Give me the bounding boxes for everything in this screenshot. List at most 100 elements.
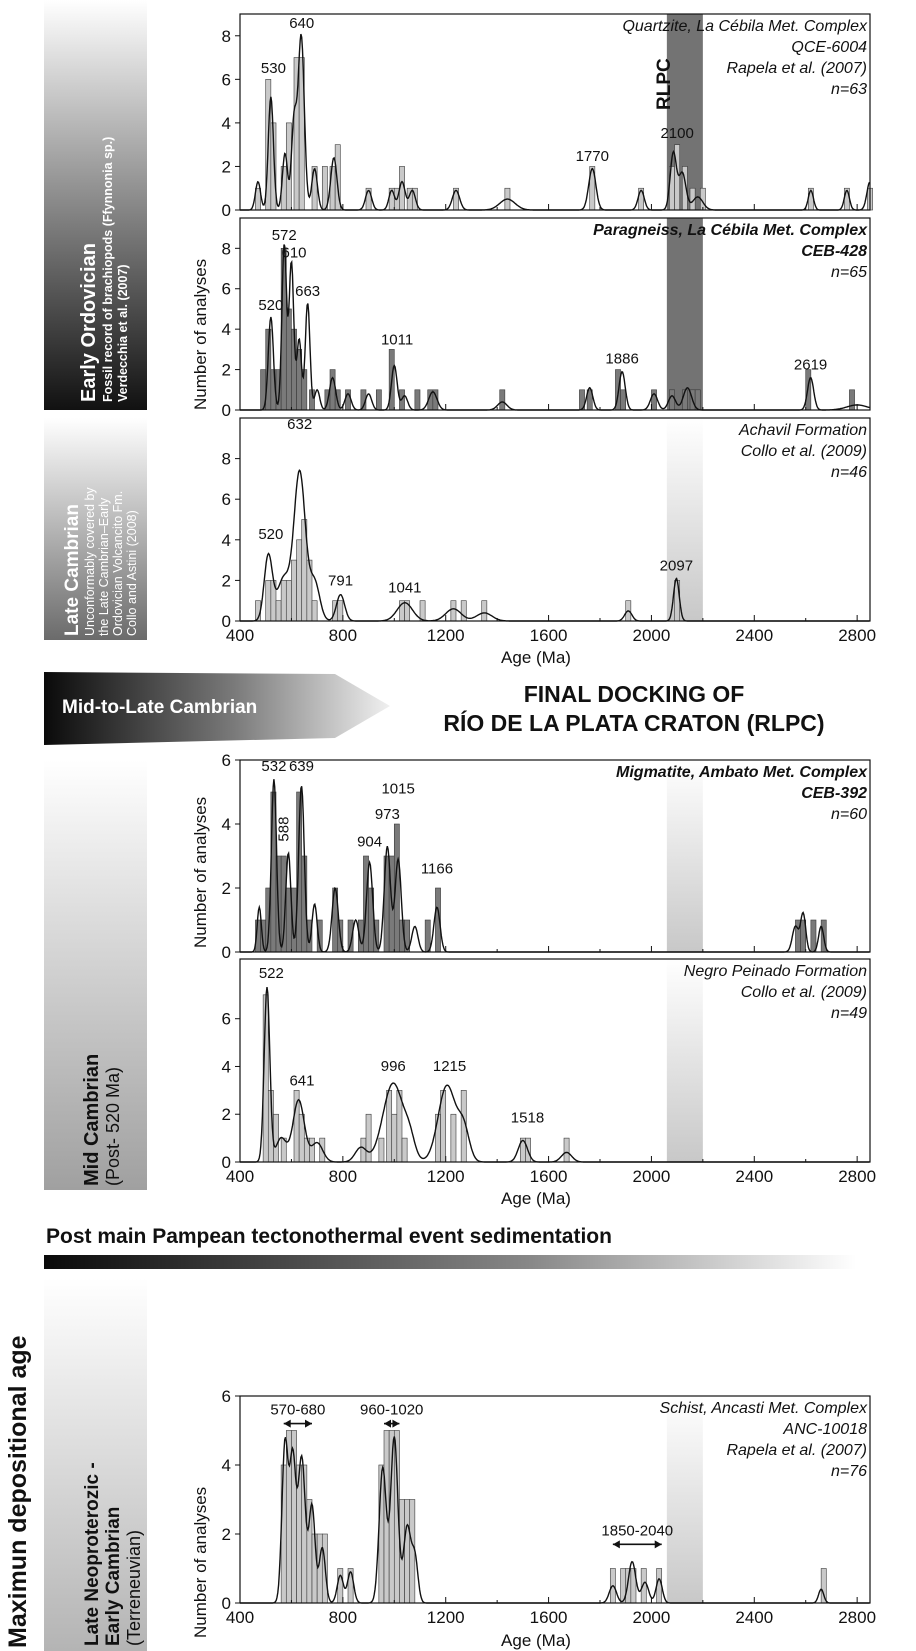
range-arrow-head-left: [283, 1419, 291, 1428]
peak-label: 973: [375, 806, 400, 823]
peak-label: 632: [287, 416, 312, 433]
histogram-bar: [625, 1568, 632, 1604]
sample-label-line: n=76: [831, 1463, 867, 1480]
peak-label: 572: [272, 227, 297, 244]
panel-4: 0 2 4 6 Migmatite, Ambato Met. Complex CEB-39…: [222, 751, 871, 962]
range-arrow-head-left: [612, 1540, 620, 1549]
y-tick-label: 0: [222, 401, 231, 420]
x-tick-label: 400: [226, 1608, 254, 1627]
x-tick-label: 1600: [530, 1167, 568, 1186]
rlpc-band: [666, 1396, 703, 1603]
x-tick-label: 1200: [427, 626, 465, 645]
late-neoproterozoic-box: [44, 1278, 147, 1651]
peak-label: 2619: [794, 357, 827, 374]
range-arrow-head-right: [392, 1419, 400, 1428]
x-tick-label: 2000: [633, 1608, 671, 1627]
plot-frame: [239, 217, 871, 411]
y-tick-label: 2: [222, 157, 231, 176]
x-tick-label: 1200: [427, 1167, 465, 1186]
x-tick-label: 800: [329, 1167, 357, 1186]
late-neoproterozoic-label: Late Neoproterozic - Early Cambrian (Ter…: [82, 1462, 144, 1646]
y-tick-label: 4: [222, 1057, 231, 1076]
range-label: 1850-2040: [601, 1522, 673, 1539]
plot-frame: [239, 958, 871, 1163]
probability-density-curve: [240, 987, 870, 1163]
range-label: 960-1020: [360, 1402, 423, 1419]
histogram-bar: [273, 1113, 279, 1163]
sample-label-line: n=63: [831, 81, 867, 98]
y-axis-title-3: Number of analyses: [191, 1487, 210, 1638]
histogram-bar: [285, 308, 292, 411]
late-cambrian-note-1: Unconformably covered by: [83, 487, 97, 636]
sample-label-line: Rapela et al. (2007): [726, 1442, 867, 1459]
mid-cambrian-note: (Post- 520 Ma): [103, 1067, 123, 1186]
sample-label-line: Collo et al. (2009): [741, 443, 867, 460]
x-tick-label: 400: [226, 626, 254, 645]
histogram-bar: [435, 1113, 441, 1163]
x-axis-title-2: Age (Ma): [501, 1189, 571, 1208]
panel-2: 0 2 4 6 8 Paragneiss, La Cébila Met. Complex C…: [222, 217, 871, 420]
early-ordovician-note: Fossil record of brachiopods (Ffynnonia …: [101, 137, 115, 402]
histogram-bar: [345, 389, 351, 411]
histogram-bar: [481, 600, 488, 622]
peak-label: 640: [289, 15, 314, 32]
sample-label-line: QCE-6004: [791, 39, 867, 56]
early-ordovician-label: Early Ordovician Fossil record of brachi…: [78, 137, 130, 402]
y-tick-label: 4: [222, 531, 231, 550]
docking-title-1: FINAL DOCKING OF: [524, 681, 745, 707]
plot-frame: [239, 759, 871, 953]
y-tick-label: 2: [222, 1105, 231, 1124]
late-neo-note: (Terreneuvian): [124, 1530, 144, 1646]
y-tick-label: 0: [222, 1153, 231, 1172]
y-tick-label: 0: [222, 612, 231, 631]
range-arrow-head-right: [305, 1419, 312, 1428]
y-tick-label: 8: [222, 239, 231, 258]
x-tick-label: 1600: [530, 1608, 568, 1627]
histogram-bar: [401, 1137, 408, 1163]
range-arrow-head-right: [654, 1540, 662, 1549]
histogram-bar: [409, 1499, 416, 1604]
x-tick-label: 2800: [838, 1608, 876, 1627]
peak-label: 1011: [381, 331, 413, 348]
early-ordovician-title: Early Ordovician: [78, 243, 100, 402]
panel-1: 0 2 4 6 8 Quartzite, La Cébila Met. Complex QC…: [222, 13, 873, 220]
histogram-bar: [651, 389, 657, 411]
rlpc-label: RLPC: [654, 58, 675, 110]
x-tick-label: 800: [329, 1608, 357, 1627]
x-tick-label: 1200: [427, 1608, 465, 1627]
post-pampean-gradient-band: [44, 1255, 856, 1269]
histogram-bar: [849, 389, 855, 411]
y-tick-label: 2: [222, 879, 231, 898]
late-cambrian-label: Late Cambrian Unconformably covered by t…: [62, 487, 139, 636]
rlpc-band: [666, 418, 703, 621]
x-tick-label: 2800: [838, 626, 876, 645]
probability-density-curve: [240, 469, 870, 622]
late-neo-title-1: Late Neoproterozic -: [82, 1462, 103, 1646]
y-tick-label: 8: [222, 27, 231, 46]
histogram-bar: [499, 389, 506, 411]
y-tick-label: 4: [222, 114, 231, 133]
peak-label: 904: [357, 833, 382, 850]
sample-label-line: Paragneiss, La Cébila Met. Complex: [593, 222, 868, 239]
rlpc-band: [666, 760, 703, 952]
x-tick-label: 2400: [735, 1608, 773, 1627]
histogram-bar: [638, 187, 645, 211]
range-label: 570-680: [270, 1402, 325, 1419]
x-tick-label: 1600: [530, 626, 568, 645]
y-tick-label: 0: [222, 943, 231, 962]
early-ordovician-box: [44, 0, 147, 410]
histogram-bar: [321, 166, 328, 211]
post-pampean-text: Post main Pampean tectonothermal event s…: [46, 1225, 612, 1248]
peak-label: 520: [258, 297, 283, 314]
histogram-bar: [329, 369, 336, 411]
histogram-bar: [285, 580, 292, 622]
peak-label: 996: [381, 1058, 406, 1075]
mid-to-late-cambrian-arrow: [44, 672, 390, 745]
histogram-bar: [404, 1499, 411, 1604]
histogram-bar: [386, 1090, 393, 1163]
panel-6: 0 2 4 6 400 800 1200 1600 2000 2400 2800 Schist, An…: [222, 1387, 877, 1627]
y-tick-label: 4: [222, 815, 231, 834]
late-cambrian-note-4: Collo and Astini (2008): [125, 510, 139, 636]
plot-frame: [239, 1395, 871, 1604]
